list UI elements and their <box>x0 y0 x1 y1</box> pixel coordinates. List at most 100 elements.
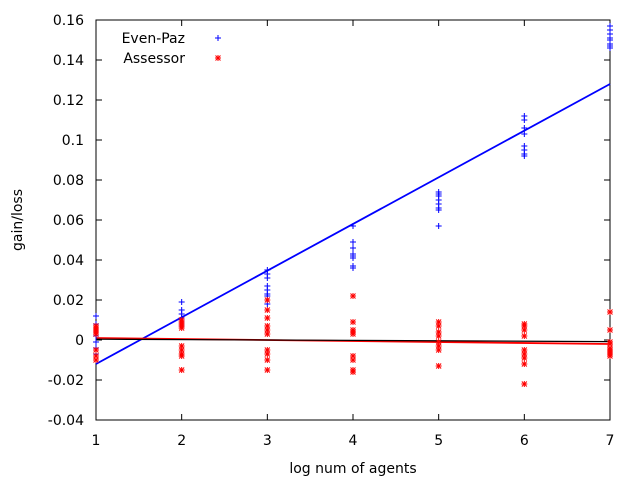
data-markers <box>93 23 613 387</box>
marker-stroke <box>264 357 271 363</box>
even-paz-point <box>521 117 528 123</box>
marker-stroke <box>607 309 613 315</box>
assessor-point <box>350 369 356 375</box>
x-tick-label: 6 <box>520 433 529 449</box>
even-paz-point <box>350 255 356 261</box>
marker-stroke <box>178 353 185 359</box>
marker-stroke <box>215 55 221 61</box>
y-tick-label: -0.02 <box>48 373 84 389</box>
assessor-point <box>350 331 356 337</box>
assessor-point <box>93 357 99 363</box>
y-tick-label: 0 <box>75 333 84 349</box>
even-paz-point <box>521 125 528 131</box>
assessor-point <box>93 331 99 337</box>
y-tick-label: 0.14 <box>53 53 84 69</box>
marker-stroke <box>435 323 442 329</box>
x-tick-label: 3 <box>263 433 272 449</box>
legend-label-assessor: Assessor <box>123 51 185 67</box>
marker-stroke <box>521 355 528 361</box>
marker-stroke <box>264 315 271 321</box>
marker-stroke <box>350 357 356 363</box>
y-axis-title: gain/loss <box>10 189 26 251</box>
even-paz-point <box>521 131 528 137</box>
y-axis: -0.04 -0.02 0 0.02 0.04 0.06 0.08 0.1 0.12 0.14 0.… <box>48 13 610 429</box>
marker-stroke <box>264 367 271 373</box>
even-paz-point <box>178 299 185 305</box>
marker-stroke <box>93 347 99 353</box>
marker-stroke <box>350 293 356 299</box>
x-tick-label: 7 <box>606 433 615 449</box>
assessor-point <box>350 319 356 325</box>
marker-stroke <box>350 369 356 375</box>
marker-stroke <box>93 331 99 337</box>
marker-stroke <box>521 361 528 367</box>
assessor-point <box>264 307 271 313</box>
even-paz-point <box>350 223 356 229</box>
assessor-point <box>607 353 613 359</box>
marker-stroke <box>435 333 442 339</box>
assessor-point <box>435 363 442 369</box>
assessor-point <box>350 357 356 363</box>
marker-stroke <box>521 381 528 387</box>
reference-line <box>95 338 611 343</box>
y-tick-label: 0.08 <box>53 173 84 189</box>
marker-stroke <box>93 357 99 363</box>
marker-stroke <box>264 307 271 313</box>
x-tick-label: 4 <box>349 433 358 449</box>
legend-marker-assessor <box>215 55 221 61</box>
x-axis: 1 2 3 4 5 6 7 <box>92 20 615 449</box>
assessor-point <box>521 361 528 367</box>
assessor-point <box>178 353 185 359</box>
assessor-point <box>607 309 613 315</box>
assessor-point <box>350 293 356 299</box>
assessor-point <box>93 347 99 353</box>
legend-label-even-paz: Even-Paz <box>122 31 185 47</box>
even-paz-point <box>350 239 356 245</box>
marker-stroke <box>264 331 271 337</box>
y-tick-label: 0.06 <box>53 213 84 229</box>
assessor-point <box>264 367 271 373</box>
even-paz-point <box>350 265 356 271</box>
y-tick-label: -0.04 <box>48 413 84 429</box>
assessor-point <box>264 351 271 357</box>
even-paz-point <box>521 153 528 159</box>
marker-stroke <box>435 347 442 353</box>
assessor-point <box>435 347 442 353</box>
y-tick-label: 0.12 <box>53 93 84 109</box>
even-paz-point <box>435 223 442 229</box>
assessor-point <box>264 331 271 337</box>
assessor-point <box>264 357 271 363</box>
marker-stroke <box>178 367 185 373</box>
marker-stroke <box>521 333 528 339</box>
y-tick-label: 0.02 <box>53 293 84 309</box>
even-paz-point <box>93 313 99 319</box>
even-paz-point <box>607 45 613 51</box>
assessor-point <box>178 325 185 331</box>
legend: Even-Paz Assessor <box>122 31 221 67</box>
x-axis-title: log num of agents <box>289 461 416 477</box>
marker-stroke <box>264 351 271 357</box>
assessor-point <box>521 327 528 333</box>
x-tick-label: 5 <box>434 433 443 449</box>
even-paz-point <box>264 275 271 281</box>
even-paz-point <box>435 207 442 213</box>
assessor-point <box>607 327 613 333</box>
y-tick-label: 0.1 <box>62 133 84 149</box>
assessor-point <box>264 297 271 303</box>
y-tick-label: 0.04 <box>53 253 84 269</box>
assessor-point <box>178 367 185 373</box>
marker-stroke <box>350 319 356 325</box>
assessor-point <box>435 323 442 329</box>
marker-stroke <box>607 327 613 333</box>
assessor-point <box>264 315 271 321</box>
even-paz-point <box>93 339 99 345</box>
marker-stroke <box>350 331 356 337</box>
assessor-point <box>521 355 528 361</box>
marker-stroke <box>521 327 528 333</box>
y-tick-label: 0.16 <box>53 13 84 29</box>
marker-stroke <box>178 325 185 331</box>
assessor-point <box>521 381 528 387</box>
assessor-point <box>521 333 528 339</box>
even-paz-point <box>350 245 356 251</box>
